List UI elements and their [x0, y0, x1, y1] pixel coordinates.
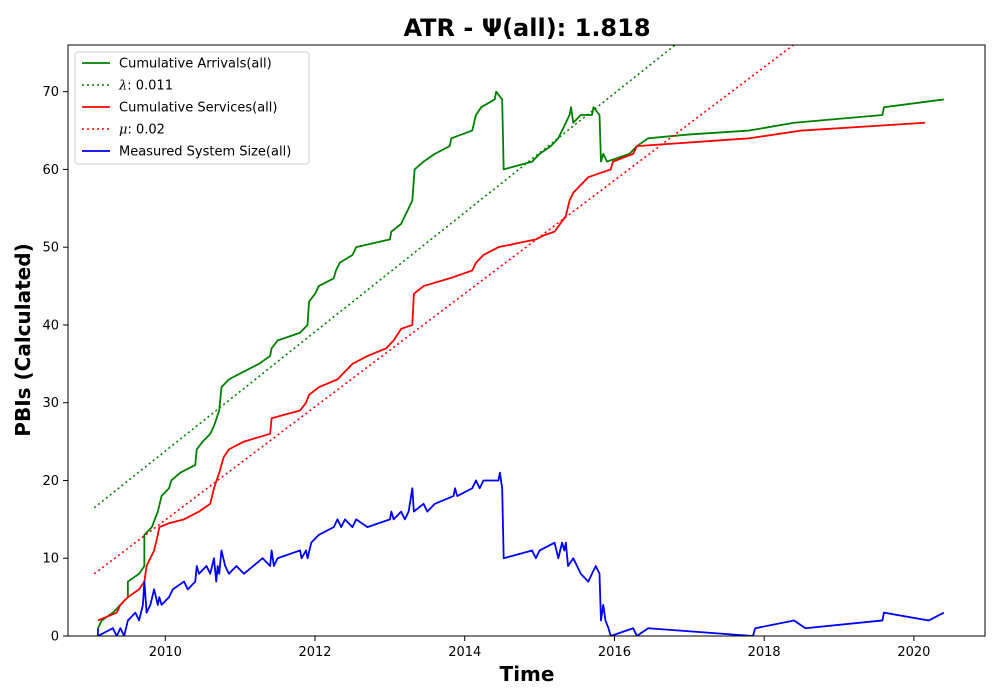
x-tick-label: 2018: [748, 645, 781, 660]
legend-label-2: Cumulative Services(all): [119, 101, 277, 116]
y-axis-label: PBIs (Calculated): [11, 243, 35, 436]
y-tick-label: 20: [42, 474, 59, 489]
series-line-0: [98, 92, 944, 629]
legend-label-0: Cumulative Arrivals(all): [119, 57, 272, 72]
y-axis: 0 10 20 30 40 50 60 70: [42, 85, 68, 644]
x-axis: 2010 2012 2014 2016 2018 2020: [149, 636, 931, 660]
chart-title: ATR - Ψ(all): 1.818: [403, 14, 650, 42]
x-tick-label: 2014: [448, 645, 481, 660]
y-tick-label: 60: [42, 163, 59, 178]
x-tick-label: 2016: [598, 645, 631, 660]
series-line-2: [98, 123, 925, 621]
legend-label-3: μ: 0.02: [119, 123, 165, 138]
y-tick-label: 0: [51, 630, 59, 645]
legend: Cumulative Arrivals(all) λ: 0.011 Cumulati…: [75, 52, 309, 164]
legend-label-4: Measured System Size(all): [119, 145, 291, 160]
y-tick-label: 70: [42, 85, 59, 100]
legend-label-1: λ: 0.011: [118, 79, 173, 94]
x-tick-label: 2020: [897, 645, 930, 660]
x-axis-label: Time: [500, 662, 555, 686]
y-tick-label: 30: [42, 396, 59, 411]
series-line-4: [98, 473, 944, 636]
y-tick-label: 50: [42, 241, 59, 256]
x-tick-label: 2010: [149, 645, 182, 660]
y-tick-label: 40: [42, 318, 59, 333]
x-tick-label: 2012: [298, 645, 331, 660]
y-tick-label: 10: [42, 552, 59, 567]
